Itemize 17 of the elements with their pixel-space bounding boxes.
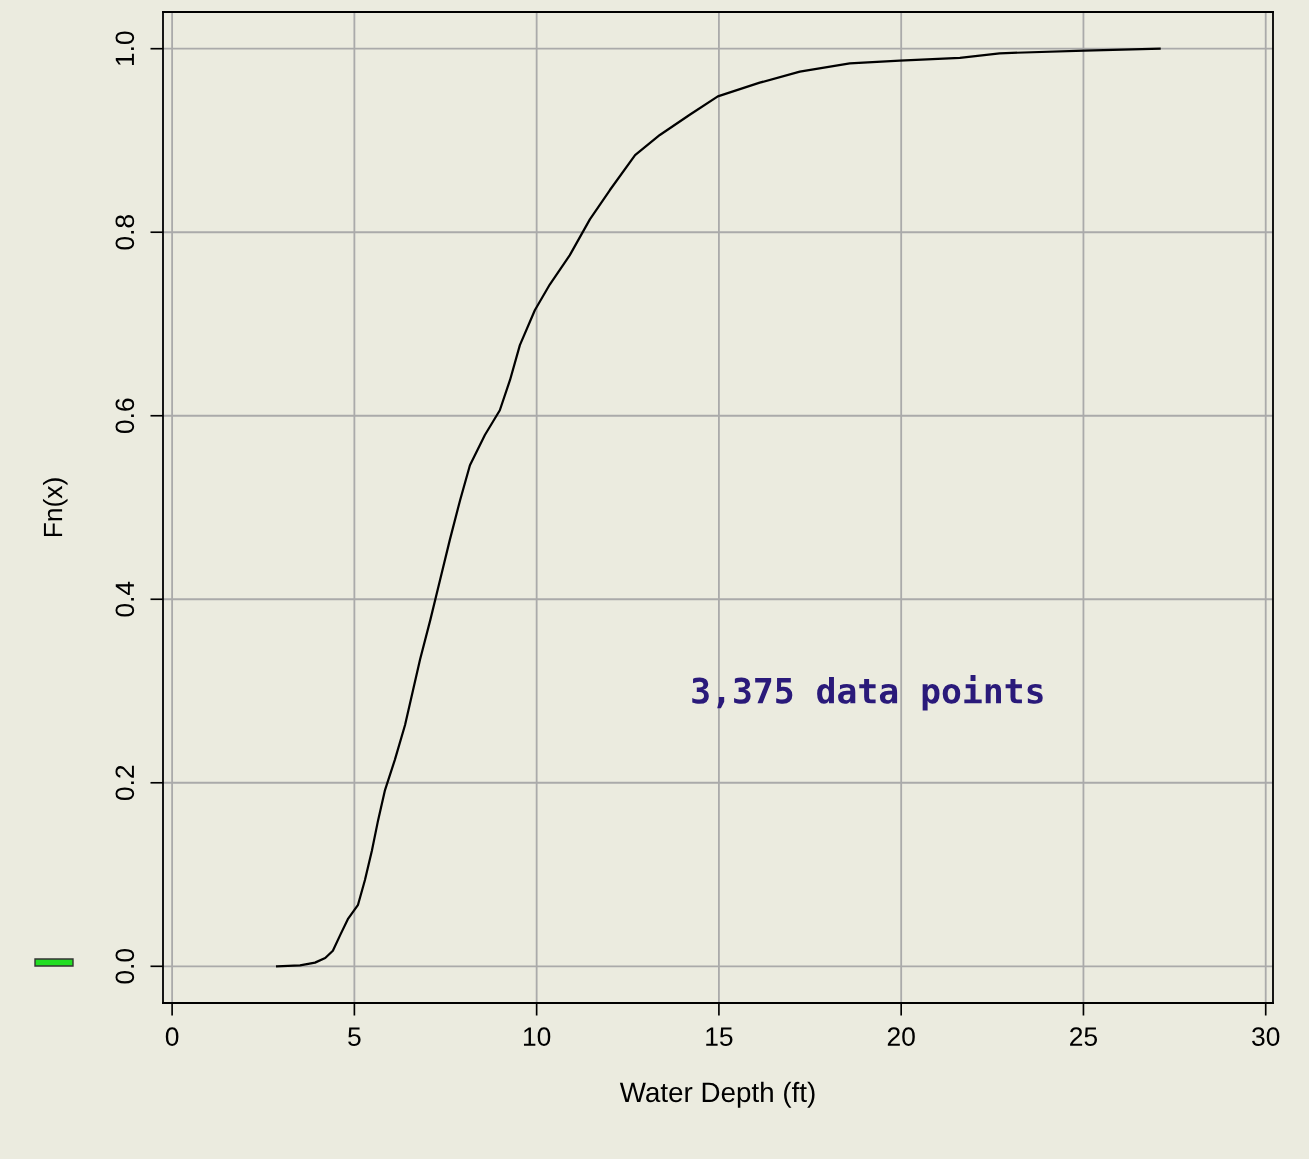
y-tick-label: 1.0 xyxy=(115,31,135,66)
y-tick-label: 0.8 xyxy=(115,215,135,250)
x-tick-label: 5 xyxy=(348,1027,361,1046)
y-tick-label: 0.6 xyxy=(115,398,135,434)
line-series xyxy=(275,47,1161,968)
x-tick-label: 15 xyxy=(706,1027,733,1046)
x-tick-label: 20 xyxy=(887,1027,915,1046)
annotation: 3,375 data points xyxy=(692,675,1043,711)
y-axis-title: Fn(x) xyxy=(42,478,68,537)
x-tick-label: 25 xyxy=(1070,1027,1098,1046)
x-tick-label: 0 xyxy=(165,1027,179,1046)
x-axis-title: Water Depth (ft) xyxy=(619,1081,815,1108)
y-tick-label: 0.2 xyxy=(115,765,135,801)
y-tick-label: 0.0 xyxy=(115,948,135,984)
y-tick-label: 0.4 xyxy=(115,581,135,617)
x-tick-label: 10 xyxy=(523,1027,551,1046)
x-tick-label: 30 xyxy=(1252,1027,1280,1046)
